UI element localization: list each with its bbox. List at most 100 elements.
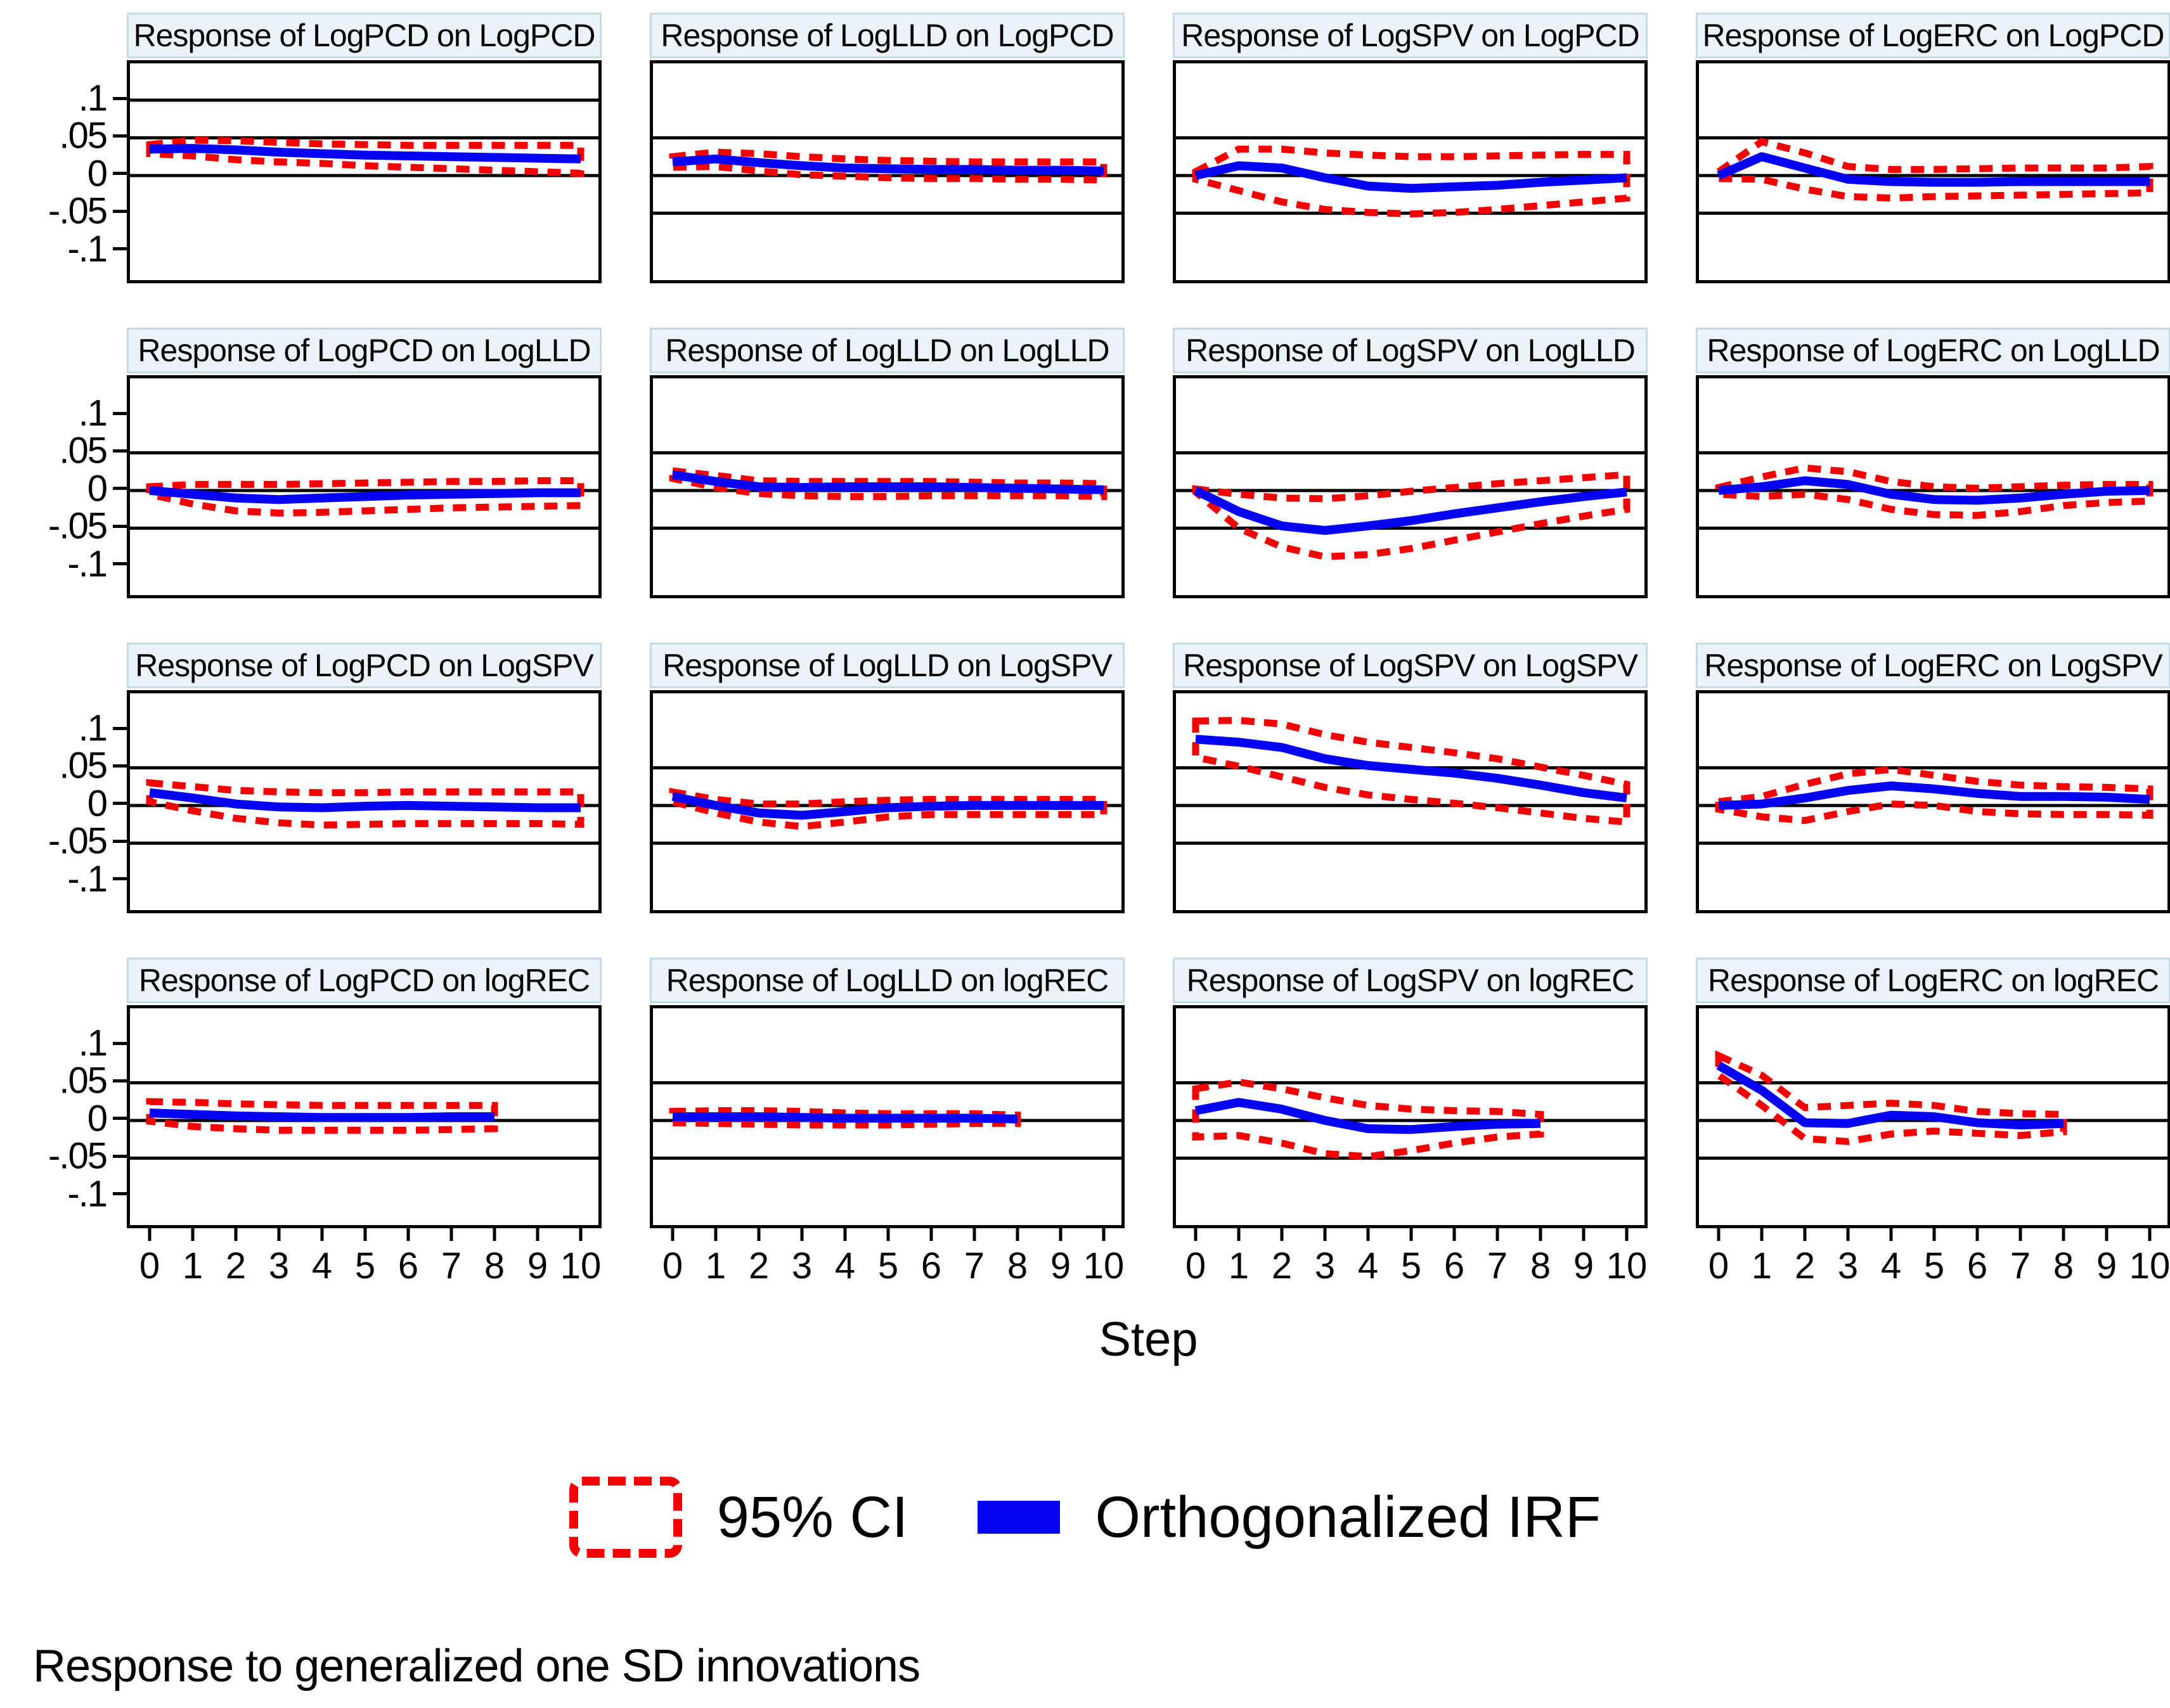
- plot-frame: [1173, 60, 1648, 283]
- x-tick-label: 0: [1185, 1245, 1206, 1287]
- y-axis: .1.05 0 -.05 -.1: [0, 643, 127, 913]
- x-tick-label: 3: [1314, 1245, 1336, 1287]
- panel-title: Response of LogPCD on LogSPV: [127, 643, 602, 688]
- x-tick-label: 10: [1606, 1245, 1648, 1287]
- panel-title: Response of LogERC on logREC: [1696, 958, 2170, 1003]
- x-tick-label: 6: [1443, 1245, 1465, 1287]
- x-axis-labels: 0 1 2 3 4 5 6 7 8 9 10: [650, 1245, 1125, 1289]
- panel-title: Response of LogERC on LogLLD: [1696, 328, 2170, 373]
- ci-band-outline: [669, 1107, 1021, 1129]
- irf-line: [1717, 152, 2150, 187]
- x-tick-label: 2: [225, 1245, 247, 1287]
- panel-row: .1.05 0 -.05 -.1 Response of LogPCD on logRE…: [0, 958, 2170, 1289]
- panel-title: Response of LogPCD on logREC: [127, 958, 602, 1003]
- x-tick-label: 3: [268, 1245, 290, 1287]
- y-tick-label: -.1: [67, 543, 108, 585]
- ci-band-outline: [1192, 471, 1631, 561]
- y-tick-mark: [113, 802, 127, 806]
- ci-band-outline: [1192, 1078, 1544, 1160]
- x-tick-label: 7: [2010, 1245, 2031, 1287]
- irf-chart: [127, 1005, 602, 1241]
- y-tick-label: 0: [87, 783, 108, 825]
- irf-line: [672, 154, 1104, 176]
- x-tick-label: 0: [139, 1245, 160, 1287]
- irf-line: [149, 144, 581, 164]
- x-axis-labels: 0 1 2 3 4 5 6 7 8 9 10: [1173, 1245, 1648, 1289]
- panel-title: Response of LogLLD on logREC: [650, 958, 1125, 1003]
- plot-frame: [1173, 375, 1648, 598]
- ci-band-outline: [146, 136, 584, 177]
- irf-panel: Response of LogPCD on LogSPV: [127, 643, 602, 913]
- ci-dashed-box-icon: [569, 1477, 682, 1558]
- irf-panel: Response of LogERC on LogSPV: [1696, 643, 2170, 913]
- x-tick-label: 6: [1967, 1245, 1988, 1287]
- legend-irf-label: Orthogonalized IRF: [1095, 1484, 1601, 1550]
- y-tick-mark: [113, 487, 127, 491]
- ci-band-outline: [1715, 138, 2154, 202]
- irf-chart: [650, 690, 1125, 913]
- y-tick-label: .05: [59, 1060, 108, 1101]
- plot-frame: [650, 1005, 1125, 1228]
- y-tick-label: .05: [59, 115, 108, 157]
- x-tick-label: 0: [662, 1245, 683, 1287]
- y-tick-mark: [113, 247, 127, 251]
- irf-chart: [127, 690, 602, 913]
- irf-chart: [1173, 60, 1648, 283]
- x-tick-label: 1: [1228, 1245, 1250, 1287]
- ci-band-outline: [669, 148, 1108, 184]
- irf-chart: [127, 60, 602, 283]
- x-tick-label: 2: [1271, 1245, 1293, 1287]
- irf-chart: [1173, 690, 1648, 913]
- x-tick-label: 1: [705, 1245, 727, 1287]
- x-tick-label: 4: [834, 1245, 856, 1287]
- irf-panel: Response of LogSPV on LogSPV: [1173, 643, 1648, 913]
- y-tick-mark: [113, 764, 127, 767]
- y-tick-mark: [113, 877, 127, 881]
- ci-band-outline: [669, 787, 1108, 830]
- irf-line: [1193, 486, 1627, 535]
- irf-panel: Response of LogERC on LogLLD: [1696, 328, 2170, 598]
- plot-frame: [1696, 1005, 2170, 1228]
- y-tick-label: -.05: [48, 820, 108, 862]
- x-tick-label: 10: [1083, 1245, 1125, 1287]
- y-tick-mark: [113, 1192, 127, 1196]
- y-tick-label: 0: [87, 153, 108, 195]
- irf-panel: Response of LogSPV on LogPCD: [1173, 13, 1648, 283]
- y-tick-label: .05: [59, 745, 108, 787]
- y-tick-label: -.1: [67, 228, 108, 270]
- panel-grid: .1.05 0 -.05 -.1 Response of LogPCD on LogPC…: [0, 13, 2170, 1333]
- irf-line: [149, 788, 581, 812]
- plot-frame: [1696, 375, 2170, 598]
- irf-line: [1194, 1098, 1541, 1134]
- plot-frame: [650, 690, 1125, 913]
- irf-line: [1718, 781, 2150, 810]
- panel-title: Response of LogLLD on LogPCD: [650, 13, 1125, 58]
- x-tick-label: 2: [748, 1245, 770, 1287]
- x-tick-label: 4: [1880, 1245, 1902, 1287]
- y-tick-mark: [113, 1041, 127, 1045]
- plot-frame: [1696, 60, 2170, 283]
- panel-title: Response of LogSPV on LogSPV: [1173, 643, 1648, 688]
- y-tick-mark: [113, 839, 127, 843]
- irf-panel: Response of LogLLD on LogLLD: [650, 328, 1125, 598]
- x-tick-label: 8: [1007, 1245, 1028, 1287]
- x-axis-title: Step: [1099, 1313, 1198, 1366]
- panel-title: Response of LogLLD on LogSPV: [650, 643, 1125, 688]
- irf-chart: [1696, 60, 2170, 283]
- y-tick-label: .05: [59, 430, 108, 472]
- irf-panel: Response of LogERC on LogPCD: [1696, 13, 2170, 283]
- x-tick-label: 3: [1837, 1245, 1859, 1287]
- x-tick-label: 3: [791, 1245, 813, 1287]
- ci-band-outline: [1715, 1050, 2067, 1145]
- panel-title: Response of LogLLD on LogLLD: [650, 328, 1125, 373]
- x-tick-label: 5: [1923, 1245, 1945, 1287]
- irf-chart: [650, 60, 1125, 283]
- irf-panel: Response of LogPCD on LogLLD: [127, 328, 602, 598]
- irf-panel: Response of LogSPV on LogLLD: [1173, 328, 1648, 598]
- plot-frame: [650, 375, 1125, 598]
- irf-panel: Response of LogPCD on logREC 0 1 2 3 4 5 6 7 8 9 10: [127, 958, 602, 1289]
- x-tick-label: 7: [1487, 1245, 1508, 1287]
- irf-panel: Response of LogERC on logREC 0 1 2 3 4 5 6 7 8 9 10: [1696, 958, 2170, 1289]
- y-tick-mark: [113, 172, 127, 176]
